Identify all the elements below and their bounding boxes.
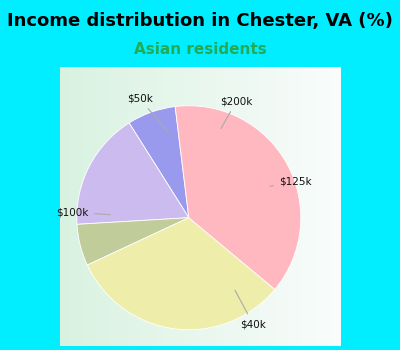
Wedge shape bbox=[77, 218, 189, 265]
Text: Income distribution in Chester, VA (%): Income distribution in Chester, VA (%) bbox=[7, 12, 393, 30]
Text: $200k: $200k bbox=[220, 97, 252, 128]
Text: $40k: $40k bbox=[235, 290, 266, 329]
Wedge shape bbox=[77, 123, 189, 224]
Wedge shape bbox=[175, 106, 301, 289]
Text: $50k: $50k bbox=[127, 94, 169, 133]
Text: $125k: $125k bbox=[270, 176, 312, 186]
Text: $100k: $100k bbox=[56, 207, 110, 217]
Text: Asian residents: Asian residents bbox=[134, 42, 266, 57]
Wedge shape bbox=[87, 218, 275, 330]
Wedge shape bbox=[129, 106, 189, 218]
